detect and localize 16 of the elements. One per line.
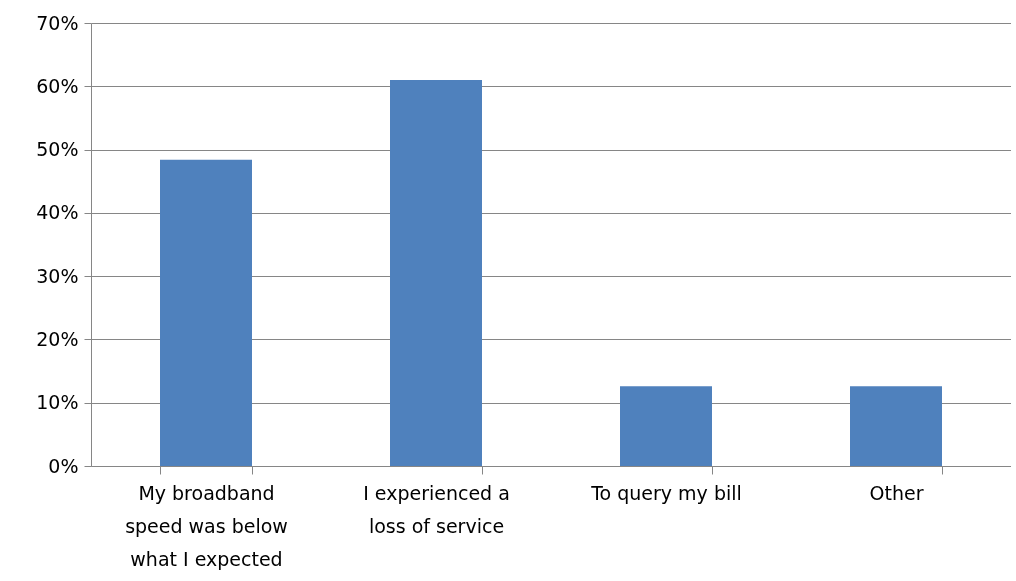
y-tick-label: 10% xyxy=(36,391,79,414)
y-tick-label: 70% xyxy=(36,11,79,34)
bar xyxy=(620,386,712,466)
x-tick-label: My broadband speed was below what I expected xyxy=(125,481,288,570)
bar xyxy=(390,79,482,466)
y-tick-label: 50% xyxy=(36,138,79,161)
x-tick-label: Other xyxy=(869,481,924,504)
y-tick-label: 30% xyxy=(36,264,79,287)
y-tick-label: 20% xyxy=(36,327,79,350)
x-tick-label: To query my bill xyxy=(590,481,742,504)
bar xyxy=(160,159,252,466)
y-tick-label: 0% xyxy=(48,454,79,477)
bar xyxy=(850,386,942,466)
x-tick-label: I experienced a loss of service xyxy=(363,481,510,537)
y-tick-label: 60% xyxy=(36,74,79,97)
y-tick-label: 40% xyxy=(36,201,79,224)
